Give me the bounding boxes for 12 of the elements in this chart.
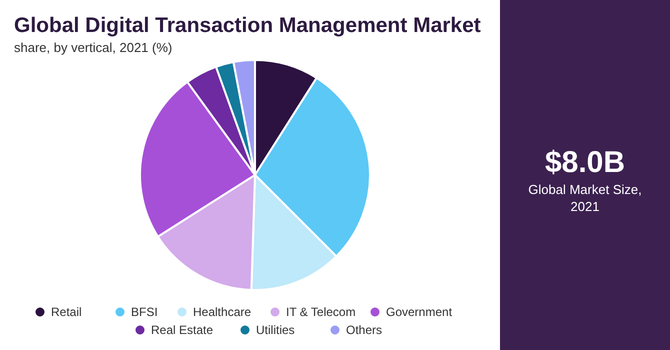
legend-label: Utilities xyxy=(256,323,295,337)
text: $8.0B xyxy=(544,146,626,179)
legend-label: IT & Telecom xyxy=(286,305,356,319)
legend-label: Government xyxy=(386,305,453,319)
chart-title: Global Digital Transaction Management Market xyxy=(14,14,481,37)
text: Global Market Size, 2021 xyxy=(528,182,642,214)
legend-label: BFSI xyxy=(131,305,158,319)
chart-subtitle: share, by vertical, 2021 (%) xyxy=(14,40,172,55)
legend-label: Others xyxy=(346,323,382,337)
legend-label: Real Estate xyxy=(151,323,214,337)
legend-label: Healthcare xyxy=(193,305,252,319)
legend-label: Retail xyxy=(51,305,82,319)
